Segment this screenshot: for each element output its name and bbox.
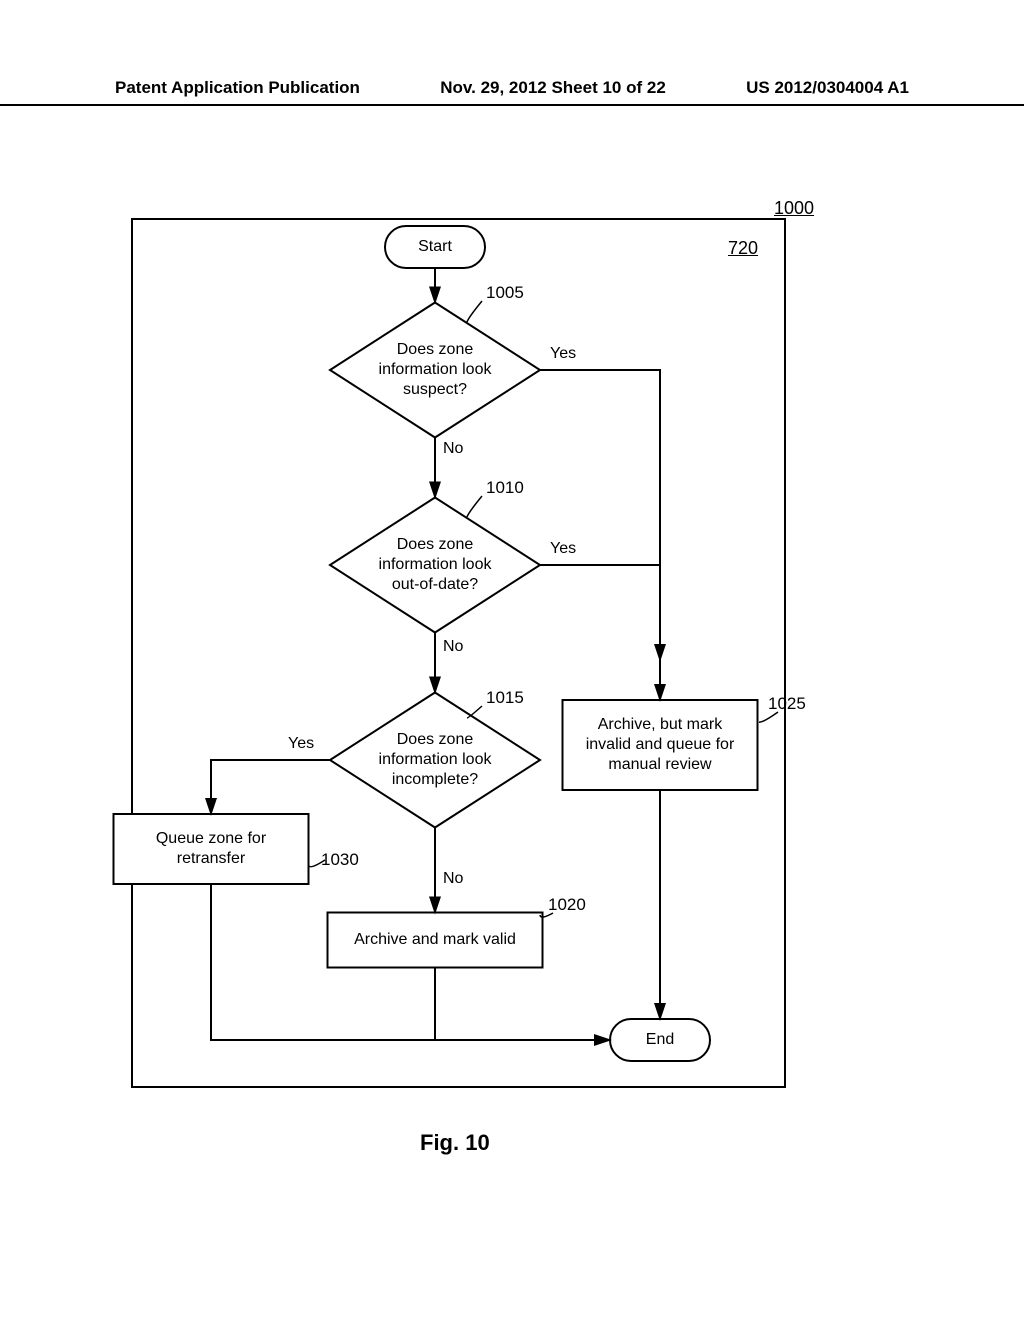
ref-1005: 1005 [486, 283, 524, 303]
edge-label: Yes [550, 540, 576, 558]
node-d1015-text: Does zone information look incomplete? [379, 730, 492, 790]
node-p1020-text: Archive and mark valid [354, 930, 516, 950]
ref-1010: 1010 [486, 478, 524, 498]
edge-label: Yes [288, 735, 314, 753]
node-d1005-text: Does zone information look suspect? [379, 340, 492, 400]
ref-1020: 1020 [548, 895, 586, 915]
edge-label: No [443, 440, 463, 458]
node-start-text: Start [418, 237, 452, 257]
ref-1025: 1025 [768, 694, 806, 714]
node-p1025-text: Archive, but mark invalid and queue for … [586, 715, 735, 775]
node-p1030-text: Queue zone for retransfer [156, 829, 266, 869]
edge-label: Yes [550, 345, 576, 363]
edge-label: No [443, 638, 463, 656]
figure-caption: Fig. 10 [420, 1130, 490, 1156]
ref-1030: 1030 [321, 850, 359, 870]
ref-1015: 1015 [486, 688, 524, 708]
node-d1010-text: Does zone information look out-of-date? [379, 535, 492, 595]
edge-label: No [443, 870, 463, 888]
node-end-text: End [646, 1030, 674, 1050]
page: Patent Application Publication Nov. 29, … [0, 0, 1024, 1320]
flowchart-svg [0, 0, 1024, 1320]
